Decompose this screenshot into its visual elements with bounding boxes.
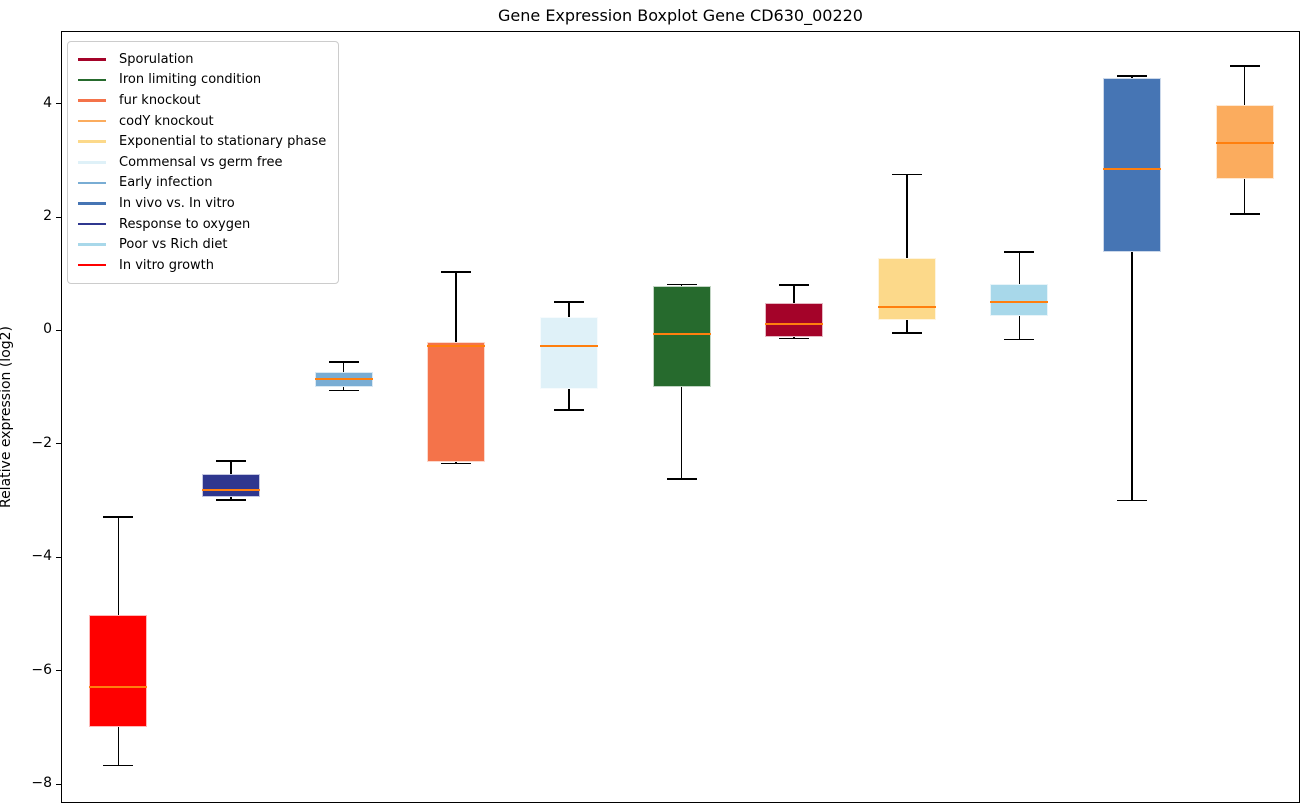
whisker-cap-top [1117, 75, 1148, 77]
whisker-cap-top [553, 301, 584, 303]
boxplot-box [201, 474, 260, 498]
median-line [990, 301, 1049, 303]
legend-color-line-icon [78, 58, 106, 61]
legend-item-label: In vivo vs. In vitro [119, 195, 235, 211]
whisker-cap-bottom [328, 389, 359, 392]
legend-item: Iron limiting condition [78, 70, 326, 91]
legend-item-label: Poor vs Rich diet [119, 237, 228, 253]
legend-item-label: Early infection [119, 175, 213, 191]
legend-item: Commensal vs germ free [78, 152, 326, 173]
y-tick-mark [56, 783, 61, 785]
whisker-cap-top [441, 271, 472, 273]
y-tick-label: −4 [31, 548, 52, 565]
whisker-cap-bottom [666, 478, 697, 480]
legend-color-line-icon [78, 243, 106, 246]
whisker-line [906, 174, 908, 334]
median-line [89, 685, 148, 688]
legend-item-label: In vitro growth [119, 257, 214, 273]
y-tick-mark [56, 670, 61, 672]
whisker-cap-bottom [891, 332, 922, 334]
legend-item: Response to oxygen [78, 214, 326, 235]
legend-item: codY knockout [78, 111, 326, 132]
legend-item-label: Iron limiting condition [119, 72, 262, 88]
legend-item-label: Commensal vs germ free [119, 154, 283, 170]
boxplot-box [652, 286, 711, 387]
whisker-cap-top [1004, 251, 1035, 253]
boxplot-box [765, 303, 824, 338]
whisker-cap-top [666, 283, 697, 286]
legend-item: Exponential to stationary phase [78, 131, 326, 152]
chart-title: Gene Expression Boxplot Gene CD630_00220 [498, 6, 863, 25]
y-tick-label: 2 [43, 208, 52, 225]
boxplot-box [539, 317, 598, 389]
legend-item: fur knockout [78, 90, 326, 111]
legend-color-line-icon [78, 119, 106, 123]
median-line [201, 489, 260, 492]
median-line [877, 305, 936, 308]
legend-color-line-icon [78, 161, 106, 164]
legend-color-line-icon [78, 202, 106, 205]
legend-color-line-icon [78, 99, 106, 102]
legend-item-label: codY knockout [119, 113, 214, 129]
boxplot-box [1103, 77, 1162, 253]
legend-item: Poor vs Rich diet [78, 234, 326, 255]
y-tick-mark [56, 443, 61, 445]
legend-item-label: fur knockout [119, 92, 201, 108]
median-line [314, 377, 373, 380]
median-line [652, 332, 711, 335]
legend-color-line-icon [78, 181, 106, 185]
whisker-cap-bottom [1004, 338, 1035, 341]
whisker-cap-bottom [215, 499, 246, 501]
whisker-cap-bottom [1229, 213, 1260, 215]
legend-item: In vivo vs. In vitro [78, 193, 326, 214]
median-line [1103, 168, 1162, 171]
legend-item: In vitro growth [78, 255, 326, 276]
y-tick-label: −6 [31, 661, 52, 678]
median-line [539, 344, 598, 347]
whisker-cap-bottom [103, 764, 134, 767]
legend-item-label: Exponential to stationary phase [119, 134, 327, 150]
whisker-cap-bottom [779, 337, 810, 340]
legend-color-line-icon [78, 222, 106, 226]
y-tick-label: 4 [43, 94, 52, 111]
legend-item-label: Response to oxygen [119, 216, 251, 232]
median-line [1215, 142, 1274, 145]
legend-item: Sporulation [78, 49, 326, 70]
y-tick-label: 0 [43, 321, 52, 338]
y-tick-mark [56, 216, 61, 218]
whisker-cap-bottom [553, 409, 584, 411]
legend-item: Early infection [78, 173, 326, 194]
y-tick-mark [56, 556, 61, 558]
whisker-cap-bottom [1117, 499, 1148, 502]
y-tick-label: −2 [31, 434, 52, 451]
whisker-cap-top [891, 173, 922, 176]
boxplot-box [990, 283, 1049, 316]
whisker-cap-top [779, 284, 810, 286]
whisker-cap-top [1229, 65, 1260, 67]
whisker-cap-top [215, 460, 246, 462]
boxplot-box [877, 257, 936, 320]
boxplot-box [1215, 104, 1274, 180]
legend-color-line-icon [78, 263, 106, 267]
whisker-cap-bottom [441, 462, 472, 465]
whisker-cap-top [328, 361, 359, 363]
boxplot-box [89, 615, 148, 727]
boxplot-box [427, 341, 486, 462]
legend-color-line-icon [78, 78, 106, 82]
median-line [765, 323, 824, 326]
y-tick-mark [56, 329, 61, 331]
whisker-line [1131, 76, 1133, 501]
y-axis-label: Relative expression (log2) [0, 325, 14, 509]
legend-color-line-icon [78, 140, 106, 143]
median-line [427, 345, 486, 348]
whisker-cap-top [103, 516, 134, 518]
legend: Sporulation Iron limiting condition fur kn… [67, 41, 340, 284]
legend-item-label: Sporulation [119, 51, 194, 67]
y-tick-label: −8 [31, 775, 52, 792]
y-tick-mark [56, 103, 61, 105]
